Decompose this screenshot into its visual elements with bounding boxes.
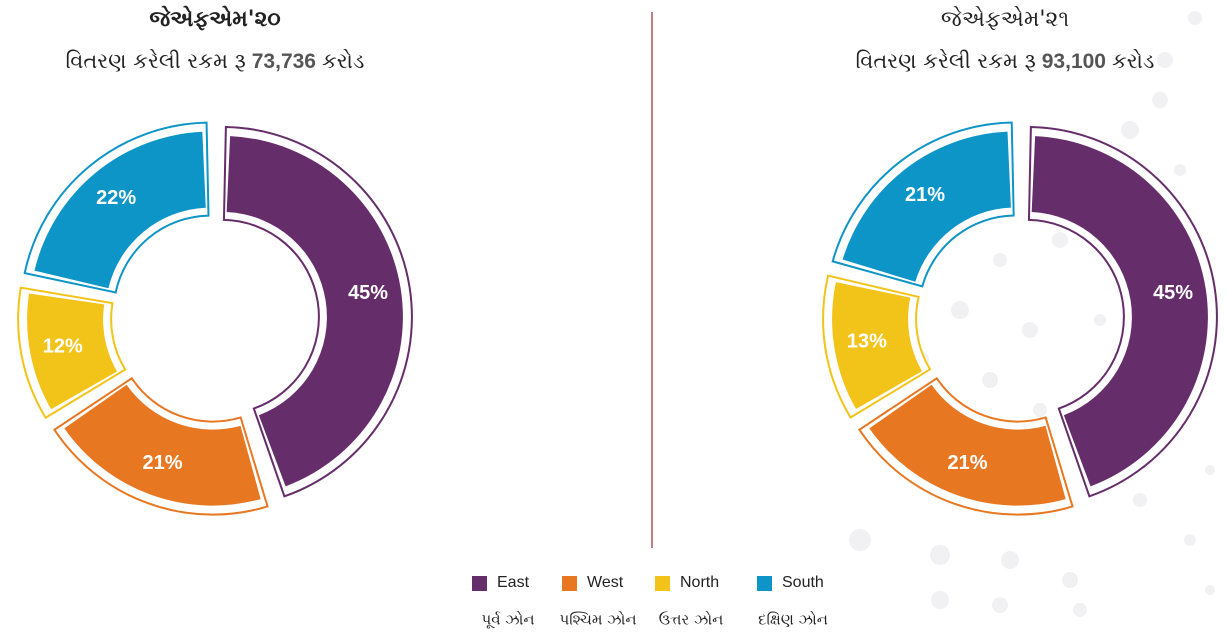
- chart-subtitle: વિતરણ કરેલી રકમ રૂ 73,736 કરોડ: [66, 49, 365, 73]
- value-label: 45%: [348, 282, 388, 304]
- donut-segment: [869, 384, 1066, 506]
- legend-label: South: [782, 574, 824, 591]
- legend-label: West: [587, 574, 624, 591]
- segment: [831, 121, 1015, 288]
- donut-segment: [226, 136, 403, 487]
- segment: [1027, 125, 1218, 498]
- legend-sublabel: પૂર્વ ઝોન: [481, 611, 534, 629]
- subtitle-part: 93,100: [1042, 50, 1106, 73]
- value-label: 22%: [96, 187, 136, 209]
- value-label: 13%: [847, 331, 887, 353]
- chart-title: જેએફએમ'૨૦: [149, 5, 280, 32]
- donut-segment: [64, 384, 261, 506]
- donut-segment: [27, 293, 118, 410]
- legend-label: North: [680, 574, 719, 591]
- legend-swatch: [757, 576, 772, 591]
- value-label: 21%: [905, 184, 945, 206]
- subtitle-part: કરોડ: [322, 49, 364, 73]
- subtitle-part: 73,736: [252, 50, 316, 73]
- legend-sublabel: પશ્ચિમ ઝોન: [559, 611, 636, 629]
- segment: [857, 376, 1074, 516]
- value-label: 45%: [1153, 282, 1193, 304]
- legend-label: East: [497, 574, 530, 591]
- segment: [23, 121, 210, 294]
- chart-subtitle: વિતરણ કરેલી રકમ રૂ 93,100 કરોડ: [856, 49, 1155, 73]
- segment: [52, 376, 269, 516]
- legend-sublabel: દક્ષિણ ઝોન: [758, 611, 828, 629]
- segment: [822, 274, 932, 419]
- value-label: 21%: [947, 452, 987, 474]
- subtitle-part: વિતરણ કરેલી રકમ રૂ: [856, 49, 1036, 73]
- chart-title: જેએફએમ'૨૧: [941, 6, 1069, 32]
- legend-swatch: [562, 576, 577, 591]
- donut-segment: [832, 282, 922, 410]
- legend-swatch: [472, 576, 487, 591]
- subtitle-part: કરોડ: [1112, 49, 1154, 73]
- segment: [17, 286, 127, 420]
- value-label: 21%: [142, 452, 182, 474]
- segment: [222, 125, 413, 498]
- donut-segment: [842, 131, 1011, 282]
- donut-segment: [34, 131, 206, 289]
- value-label: 12%: [43, 335, 83, 357]
- subtitle-part: વિતરણ કરેલી રકમ રૂ: [66, 49, 246, 73]
- legend-sublabel: ઉત્તર ઝોન: [659, 611, 724, 629]
- donut-segment: [1031, 136, 1208, 487]
- legend-swatch: [655, 576, 670, 591]
